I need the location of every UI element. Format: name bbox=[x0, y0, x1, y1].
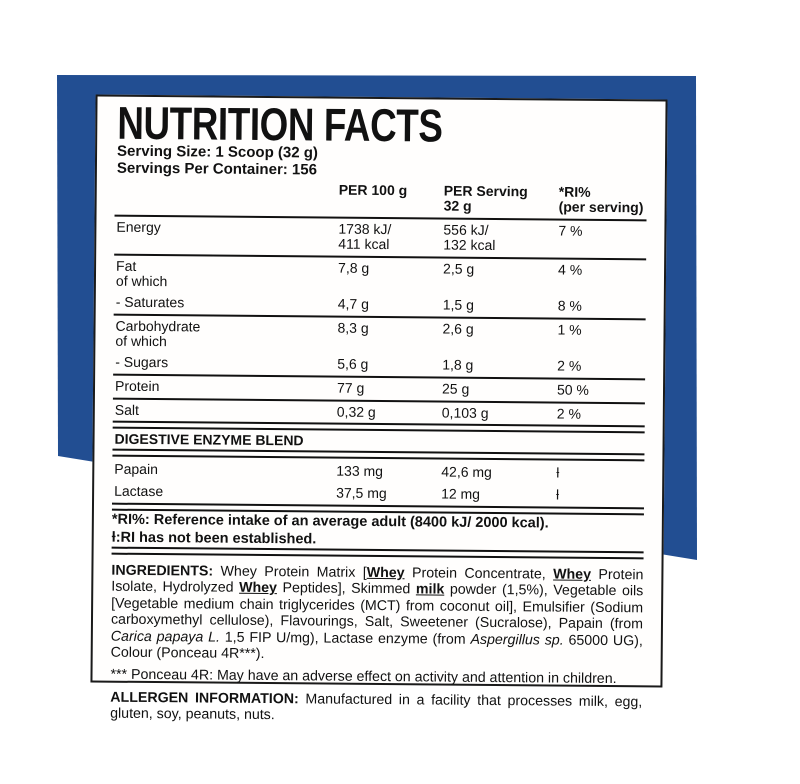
ri-value: ƚ bbox=[556, 486, 560, 503]
ingredients-paragraph: INGREDIENTS: Whey Protein Matrix [Whey P… bbox=[110, 562, 644, 663]
per-serving-value: 42,6 mg bbox=[441, 463, 492, 480]
per-100g-value: 4,7 g bbox=[337, 295, 369, 312]
nutrient-name-line: of which bbox=[115, 332, 167, 350]
nutrient-name: - Sugars bbox=[115, 353, 169, 371]
nutrient-name: Lactase bbox=[114, 482, 164, 500]
per-serving-value: 12 mg bbox=[441, 485, 481, 502]
nutrient-name: - Saturates bbox=[115, 293, 185, 311]
allergen-information: ALLERGEN INFORMATION: Manufactured in a … bbox=[110, 689, 643, 724]
table-row-carbohydrate: Carbohydrate of which 8,3 g 2,6 g 1 % bbox=[113, 317, 645, 356]
per-100g-value: 37,5 mg bbox=[336, 484, 387, 502]
column-per-serving: PER Serving 32 g bbox=[442, 183, 557, 215]
nutrient-name: Carbohydrate of which bbox=[113, 318, 335, 351]
value-line: 411 kcal bbox=[338, 235, 390, 253]
column-ri-percent: *RI% (per serving) bbox=[557, 184, 647, 216]
per-serving-value: 1,5 g bbox=[442, 296, 474, 313]
per-100g-value: 0,32 g bbox=[336, 403, 376, 420]
nutrition-label: NUTRITION FACTS Serving Size: 1 Scoop (3… bbox=[90, 94, 668, 723]
per-serving-value: 25 g bbox=[441, 380, 470, 397]
per-serving-value: 2,6 g bbox=[442, 320, 474, 337]
per-100g-value: 8,3 g bbox=[337, 319, 369, 336]
ri-value: 7 % bbox=[558, 222, 583, 239]
nutrient-name: Papain bbox=[114, 460, 158, 478]
per-100g-value: 133 mg bbox=[336, 462, 384, 480]
ri-value: 50 % bbox=[556, 381, 590, 398]
per-100g-value: 5,6 g bbox=[337, 355, 369, 372]
column-per-100g: PER 100 g bbox=[338, 181, 408, 199]
per-serving-value: 2,5 g bbox=[443, 260, 475, 277]
table-header-row: PER 100 g PER Serving 32 g *RI% (per ser… bbox=[115, 179, 647, 218]
label-title: NUTRITION FACTS bbox=[117, 96, 443, 152]
table-row-sugars: - Sugars 5,6 g 1,8 g 2 % bbox=[113, 353, 645, 377]
ri-value: 8 % bbox=[557, 297, 582, 314]
table-row-energy: Energy 1738 kJ/ 411 kcal 556 kJ/ 132 kca… bbox=[114, 218, 646, 257]
servings-per-container: Servings Per Container: 156 bbox=[116, 159, 318, 179]
column-ri-line2: (per serving) bbox=[558, 198, 644, 216]
ri-value: 2 % bbox=[557, 357, 582, 374]
nutrient-name: Energy bbox=[116, 218, 161, 236]
column-per-serving-line2: 32 g bbox=[443, 197, 472, 214]
ri-value: ƚ bbox=[556, 464, 560, 481]
table-row-fat: Fat of which 7,8 g 2,5 g 4 % bbox=[114, 257, 646, 296]
per-serving-value: 0,103 g bbox=[441, 404, 489, 421]
per-100g-value: 1738 kJ/ 411 kcal bbox=[336, 221, 441, 253]
per-100g-value: 7,8 g bbox=[338, 259, 370, 276]
nutrient-name: Salt bbox=[114, 401, 140, 418]
table-row-lactase: Lactase 37,5 mg 12 mg ƚ bbox=[112, 480, 644, 507]
ri-value: 2 % bbox=[556, 405, 582, 422]
section-header-text: DIGESTIVE ENZYME BLEND bbox=[114, 430, 304, 449]
nutrient-name: Protein bbox=[114, 377, 160, 395]
table-row-saturates: - Saturates 4,7 g 1,5 g 8 % bbox=[114, 293, 646, 317]
nutrient-name-line: of which bbox=[115, 272, 168, 290]
per-serving-value: 1,8 g bbox=[442, 356, 474, 373]
per-serving-value: 556 kJ/ 132 kcal bbox=[441, 222, 556, 254]
nutrient-name: Fat of which bbox=[114, 258, 336, 291]
header-spacer bbox=[115, 181, 337, 213]
ri-value: 1 % bbox=[557, 321, 582, 338]
per-100g-value: 77 g bbox=[336, 379, 365, 396]
ri-value: 4 % bbox=[557, 261, 583, 278]
value-line: 132 kcal bbox=[443, 236, 496, 254]
table-row-protein: Protein 77 g 25 g 50 % bbox=[113, 377, 645, 401]
